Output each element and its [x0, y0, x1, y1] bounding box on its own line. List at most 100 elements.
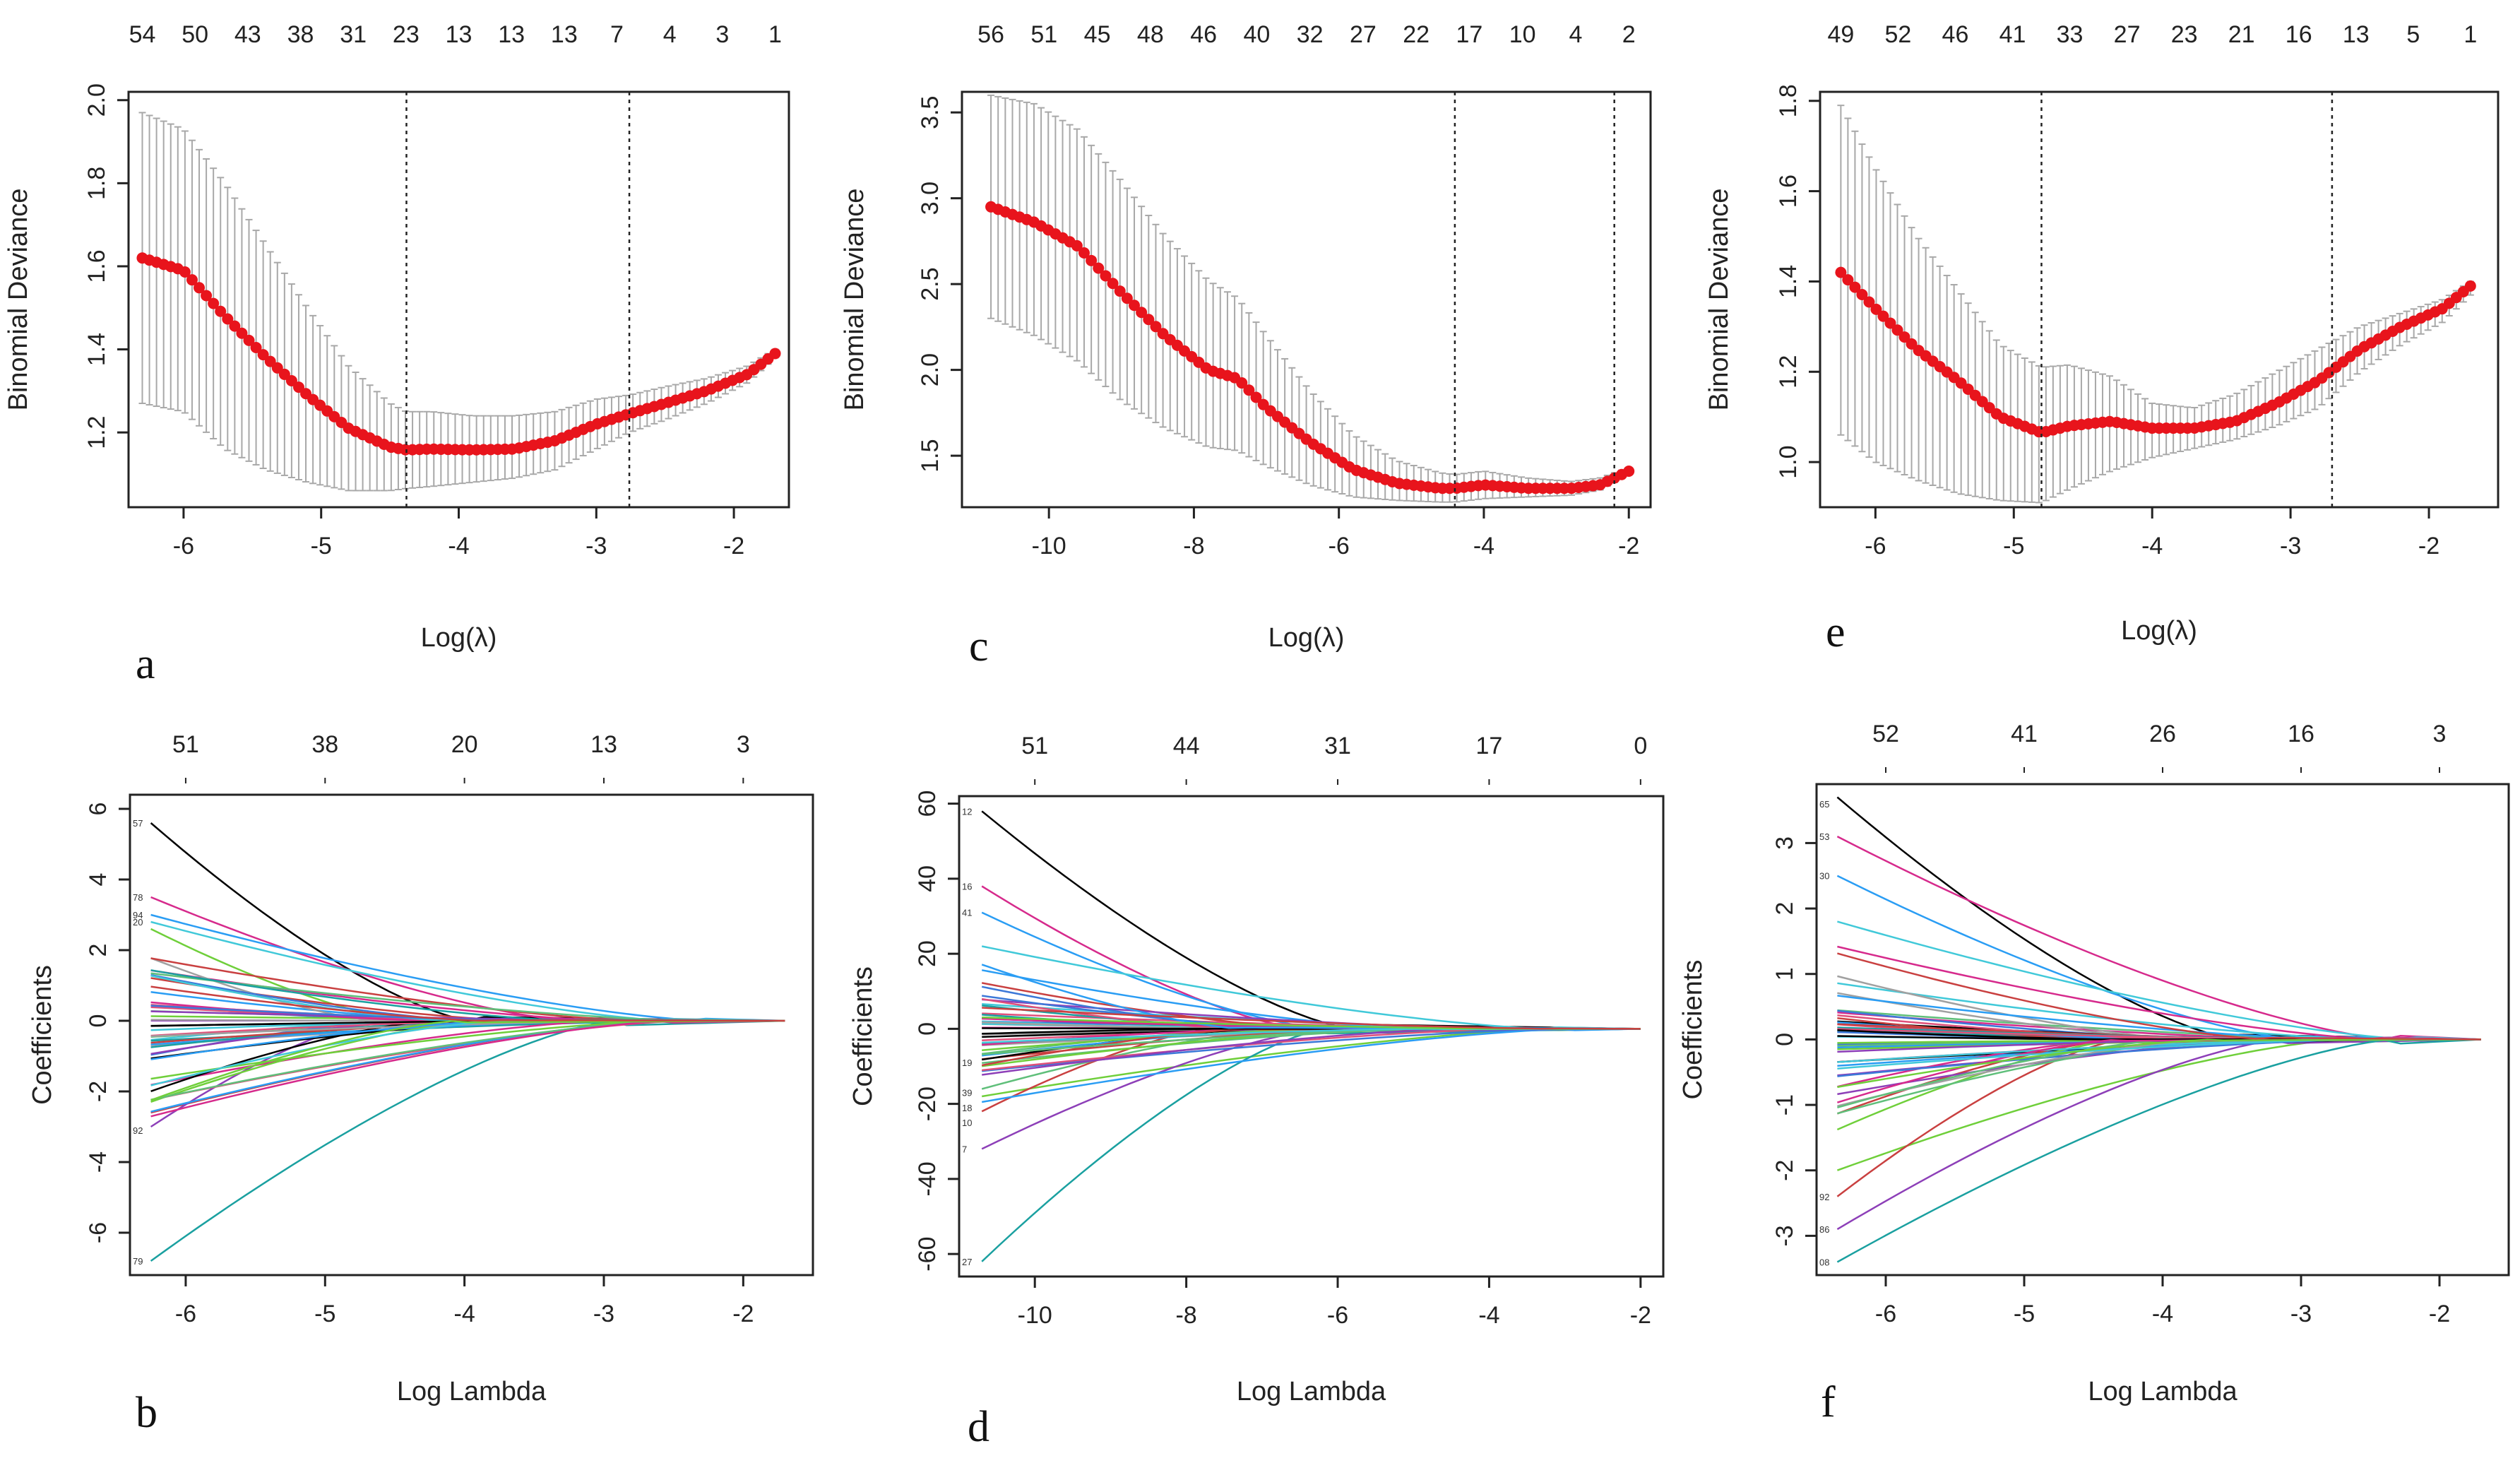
coefficient-path [1836, 1038, 2481, 1263]
y-tick-label: 4 [85, 873, 112, 887]
top-label: 5 [2406, 21, 2420, 48]
deviance-point [1906, 338, 1918, 350]
path-variable-label: 10 [962, 1118, 972, 1128]
top-label: 43 [234, 21, 261, 48]
path-variable-label: 92 [1819, 1192, 1829, 1202]
deviance-point [1093, 262, 1105, 274]
path-variable-label: 86 [1819, 1224, 1829, 1235]
top-label: 52 [1885, 21, 1912, 48]
x-tick-label: -4 [448, 533, 469, 559]
deviance-point [1107, 278, 1119, 290]
x-tick-label: -3 [593, 1301, 614, 1327]
top-label: 3 [2433, 721, 2447, 747]
x-tick-label: -3 [2290, 1301, 2312, 1327]
path-variable-label: 79 [133, 1256, 143, 1267]
panel-a: -6 -5 -4 -3 -2 1.2 1.4 1.6 1.8 2.0 Log(λ) Binomial … [4, 21, 790, 688]
path-variable-label: 20 [133, 917, 143, 928]
x-tick-label: -2 [1630, 1302, 1651, 1329]
x-tick-label: -3 [2280, 533, 2301, 559]
top-label: 4 [663, 21, 677, 48]
deviance-point [1856, 289, 1868, 301]
path-variable-label: 7 [962, 1144, 967, 1154]
panel-e: -6 -5 -4 -3 -2 1.0 1.2 1.4 1.6 1.8 Log(λ) Binomial … [1704, 21, 2500, 656]
top-label: 1 [768, 21, 782, 48]
top-label: 48 [1137, 21, 1164, 48]
deviance-point [236, 327, 248, 339]
coefficient-path [1836, 1038, 2481, 1197]
top-label: 17 [1456, 21, 1483, 48]
coefficient-path [1837, 952, 2481, 1041]
y-tick-label: 1.8 [1775, 84, 1802, 117]
top-label: 46 [1190, 21, 1217, 48]
deviance-point [1884, 317, 1896, 329]
y-tick-label: 2.5 [917, 267, 944, 300]
path-variable-label: 53 [1819, 831, 1829, 842]
deviance-point [243, 334, 255, 346]
x-tick-label: -5 [2014, 1301, 2035, 1327]
deviance-point [186, 274, 198, 286]
coefficient-path [1837, 945, 2481, 1041]
x-tick-label: -6 [1875, 1301, 1896, 1327]
path-variable-label: 78 [133, 892, 143, 903]
top-label: 16 [2288, 721, 2314, 747]
x-axis-title: Log(λ) [421, 623, 497, 653]
top-label: 20 [451, 731, 478, 758]
deviance-point [1121, 292, 1133, 304]
deviance-point [1891, 324, 1903, 336]
deviance-point [179, 266, 191, 278]
deviance-point [1071, 239, 1083, 251]
y-tick-label: -2 [85, 1081, 112, 1102]
deviance-point [250, 342, 262, 354]
y-tick-label: 0 [914, 1022, 941, 1036]
x-tick-label: -2 [2429, 1301, 2450, 1327]
top-label: 38 [311, 731, 338, 758]
deviance-point [1243, 384, 1255, 396]
coefficient-path [150, 913, 785, 1022]
coefficient-path [1836, 1038, 2481, 1131]
top-label: 56 [977, 21, 1004, 48]
y-tick-label: 3.0 [917, 182, 944, 215]
path-variable-label: 12 [962, 806, 972, 817]
x-tick-label: -6 [1329, 533, 1350, 559]
x-tick-label: -5 [311, 533, 332, 559]
top-label: 46 [1942, 21, 1969, 48]
top-label: 13 [446, 21, 472, 48]
deviance-point [1877, 310, 1889, 322]
top-label: 54 [129, 21, 156, 48]
path-variable-label: 16 [962, 882, 972, 892]
x-tick-label: -5 [2003, 533, 2024, 559]
deviance-point [229, 320, 241, 332]
y-axis-title: Coefficients [848, 966, 878, 1106]
top-label: 44 [1173, 733, 1200, 759]
y-tick-label: 2.0 [917, 353, 944, 386]
x-axis-title: Log Lambda [397, 1377, 547, 1406]
y-tick-label: 1.2 [1775, 355, 1802, 389]
top-label: 23 [393, 21, 420, 48]
top-label: 49 [1827, 21, 1854, 48]
deviance-point [769, 348, 781, 360]
top-label: 50 [182, 21, 208, 48]
y-tick-label: -20 [914, 1086, 941, 1121]
top-label: 0 [1634, 733, 1647, 759]
panel-letter: e [1826, 608, 1846, 656]
top-label: 41 [2011, 721, 2038, 747]
top-label: 13 [551, 21, 578, 48]
coefficient-path [1836, 796, 2481, 1041]
x-tick-label: -2 [732, 1301, 754, 1327]
y-tick-label: 2.0 [83, 83, 110, 117]
x-axis-title: Log(λ) [1268, 623, 1345, 653]
y-tick-label: 6 [85, 802, 112, 816]
y-tick-label: 3 [1771, 836, 1798, 850]
top-label: 31 [340, 21, 367, 48]
y-tick-label: -2 [1771, 1160, 1798, 1181]
coefficient-path [981, 1028, 1641, 1103]
y-axis-title: Binomial Deviance [1704, 189, 1734, 411]
top-label: 1 [2463, 21, 2477, 48]
path-variable-label: 18 [962, 1103, 972, 1113]
deviance-point [1250, 391, 1262, 403]
coefficient-path [1837, 920, 2481, 1041]
panel-letter: c [969, 622, 989, 670]
path-variable-label: 65 [1819, 799, 1829, 810]
top-label: 13 [498, 21, 525, 48]
